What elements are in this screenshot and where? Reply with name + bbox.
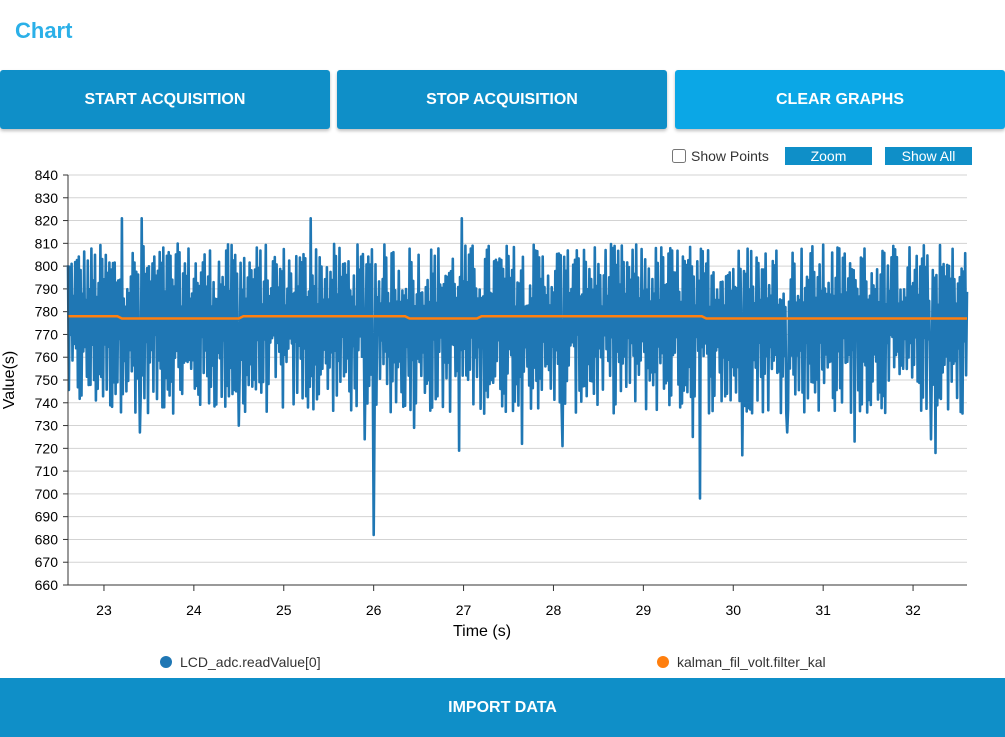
legend-label-series-2: kalman_fil_volt.filter_kal (677, 654, 826, 670)
x-tick-label: 31 (815, 602, 831, 618)
y-axis: 660 670 680 690 700 710 720 730 740 750 760 770 780 7… (35, 167, 68, 593)
y-tick-label: 720 (35, 440, 59, 456)
legend-label-series-1: LCD_adc.readValue[0] (180, 654, 321, 670)
y-tick-label: 740 (35, 395, 59, 411)
y-tick-label: 810 (35, 235, 59, 251)
x-axis-label: Time (s) (453, 623, 511, 640)
page-title: Chart (15, 18, 73, 43)
y-tick-label: 710 (35, 463, 59, 479)
zoom-button[interactable]: Zoom (785, 147, 872, 165)
import-data-button[interactable]: IMPORT DATA (0, 678, 1005, 737)
y-tick-label: 750 (35, 372, 59, 388)
y-axis-label: Value(s) (1, 351, 18, 409)
plot-area (66, 216, 969, 537)
series-line-lcd-adc (66, 216, 969, 537)
x-tick-label: 30 (725, 602, 741, 618)
y-tick-label: 680 (35, 531, 59, 547)
x-tick-label: 29 (636, 602, 652, 618)
show-points-label: Show Points (691, 148, 769, 164)
show-points-toggle[interactable]: Show Points (672, 146, 769, 166)
y-tick-label: 770 (35, 326, 59, 342)
line-chart[interactable]: 660 670 680 690 700 710 720 730 740 750 760 770 780 7… (0, 165, 1005, 675)
x-tick-label: 24 (186, 602, 202, 618)
x-tick-label: 23 (96, 602, 112, 618)
x-tick-label: 27 (456, 602, 472, 618)
x-tick-label: 28 (546, 602, 562, 618)
start-acquisition-button[interactable]: START ACQUISITION (0, 70, 330, 129)
y-tick-label: 760 (35, 349, 59, 365)
y-tick-label: 690 (35, 509, 59, 525)
y-tick-label: 670 (35, 554, 59, 570)
y-tick-label: 660 (35, 577, 59, 593)
x-tick-label: 32 (905, 602, 921, 618)
series-line-kalman (68, 314, 967, 320)
y-tick-label: 780 (35, 304, 59, 320)
y-tick-label: 840 (35, 167, 59, 183)
show-points-checkbox[interactable] (672, 149, 686, 163)
stop-acquisition-button[interactable]: STOP ACQUISITION (337, 70, 667, 129)
y-tick-label: 790 (35, 281, 59, 297)
legend-marker-series-2 (657, 656, 669, 668)
x-axis: 23 24 25 26 27 28 29 30 31 32 (96, 585, 921, 618)
x-tick-label: 25 (276, 602, 292, 618)
chart-legend: LCD_adc.readValue[0] kalman_fil_volt.fil… (160, 654, 826, 670)
y-tick-label: 730 (35, 418, 59, 434)
y-tick-label: 820 (35, 213, 59, 229)
legend-marker-series-1 (160, 656, 172, 668)
y-tick-label: 800 (35, 258, 59, 274)
y-tick-label: 830 (35, 190, 59, 206)
y-tick-label: 700 (35, 486, 59, 502)
show-all-button[interactable]: Show All (885, 147, 972, 165)
clear-graphs-button[interactable]: CLEAR GRAPHS (675, 70, 1005, 129)
x-tick-label: 26 (366, 602, 382, 618)
